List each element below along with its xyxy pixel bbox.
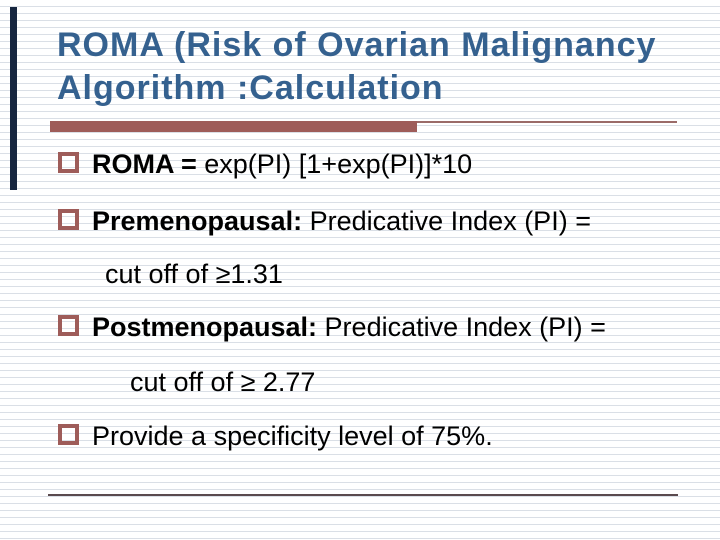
bullet-text-rest: Provide a specificity level of 75%. [92, 421, 493, 451]
bullet-item-specificity: Provide a specificity level of 75%. [58, 419, 493, 453]
bullet-subitem-cutoff-postmenopausal: cut off of ≥ 2.77 [130, 365, 315, 399]
bullet-square-icon [58, 424, 79, 445]
bullet-square-icon [58, 315, 79, 336]
bullet-subtext: cut off of ≥ 2.77 [130, 367, 316, 397]
bullet-text-bold: Postmenopausal: [92, 312, 325, 342]
bullet-text: Provide a specificity level of 75%. [92, 419, 493, 453]
bullet-text-rest: exp(PI) [1+exp(PI)]*10 [204, 149, 473, 179]
slide-title-line-1: ROMA (Risk of Ovarian Malignancy [57, 26, 657, 64]
bullet-text-bold: ROMA = [92, 149, 205, 179]
bullet-subtext: cut off of ≥1.31 [105, 259, 283, 289]
bullet-text-rest: Predicative Index (PI) = [324, 312, 606, 342]
title-underline-thick [50, 121, 417, 132]
bullet-item-roma-formula: ROMA = exp(PI) [1+exp(PI)]*10 [58, 147, 472, 181]
bullet-text-bold: Premenopausal: [92, 206, 310, 236]
bullet-subitem-cutoff-premenopausal: cut off of ≥1.31 [105, 257, 283, 291]
bullet-item-postmenopausal: Postmenopausal: Predicative Index (PI) = [58, 310, 606, 344]
bullet-text: Postmenopausal: Predicative Index (PI) = [92, 310, 606, 344]
bullet-text-rest: Predicative Index (PI) = [309, 206, 591, 236]
bullet-item-premenopausal: Premenopausal: Predicative Index (PI) = [58, 204, 591, 238]
slide-title: ROMA (Risk of Ovarian Malignancy Algorit… [57, 24, 697, 110]
title-underline-thin [417, 121, 677, 123]
bullet-square-icon [58, 209, 79, 230]
bullet-text: Premenopausal: Predicative Index (PI) = [92, 204, 591, 238]
bottom-divider-line [48, 494, 678, 496]
bullet-text: ROMA = exp(PI) [1+exp(PI)]*10 [92, 147, 472, 181]
bullet-square-icon [58, 152, 79, 173]
left-accent-bar [10, 7, 17, 190]
slide-title-line-2: Algorithm :Calculation [57, 69, 444, 107]
